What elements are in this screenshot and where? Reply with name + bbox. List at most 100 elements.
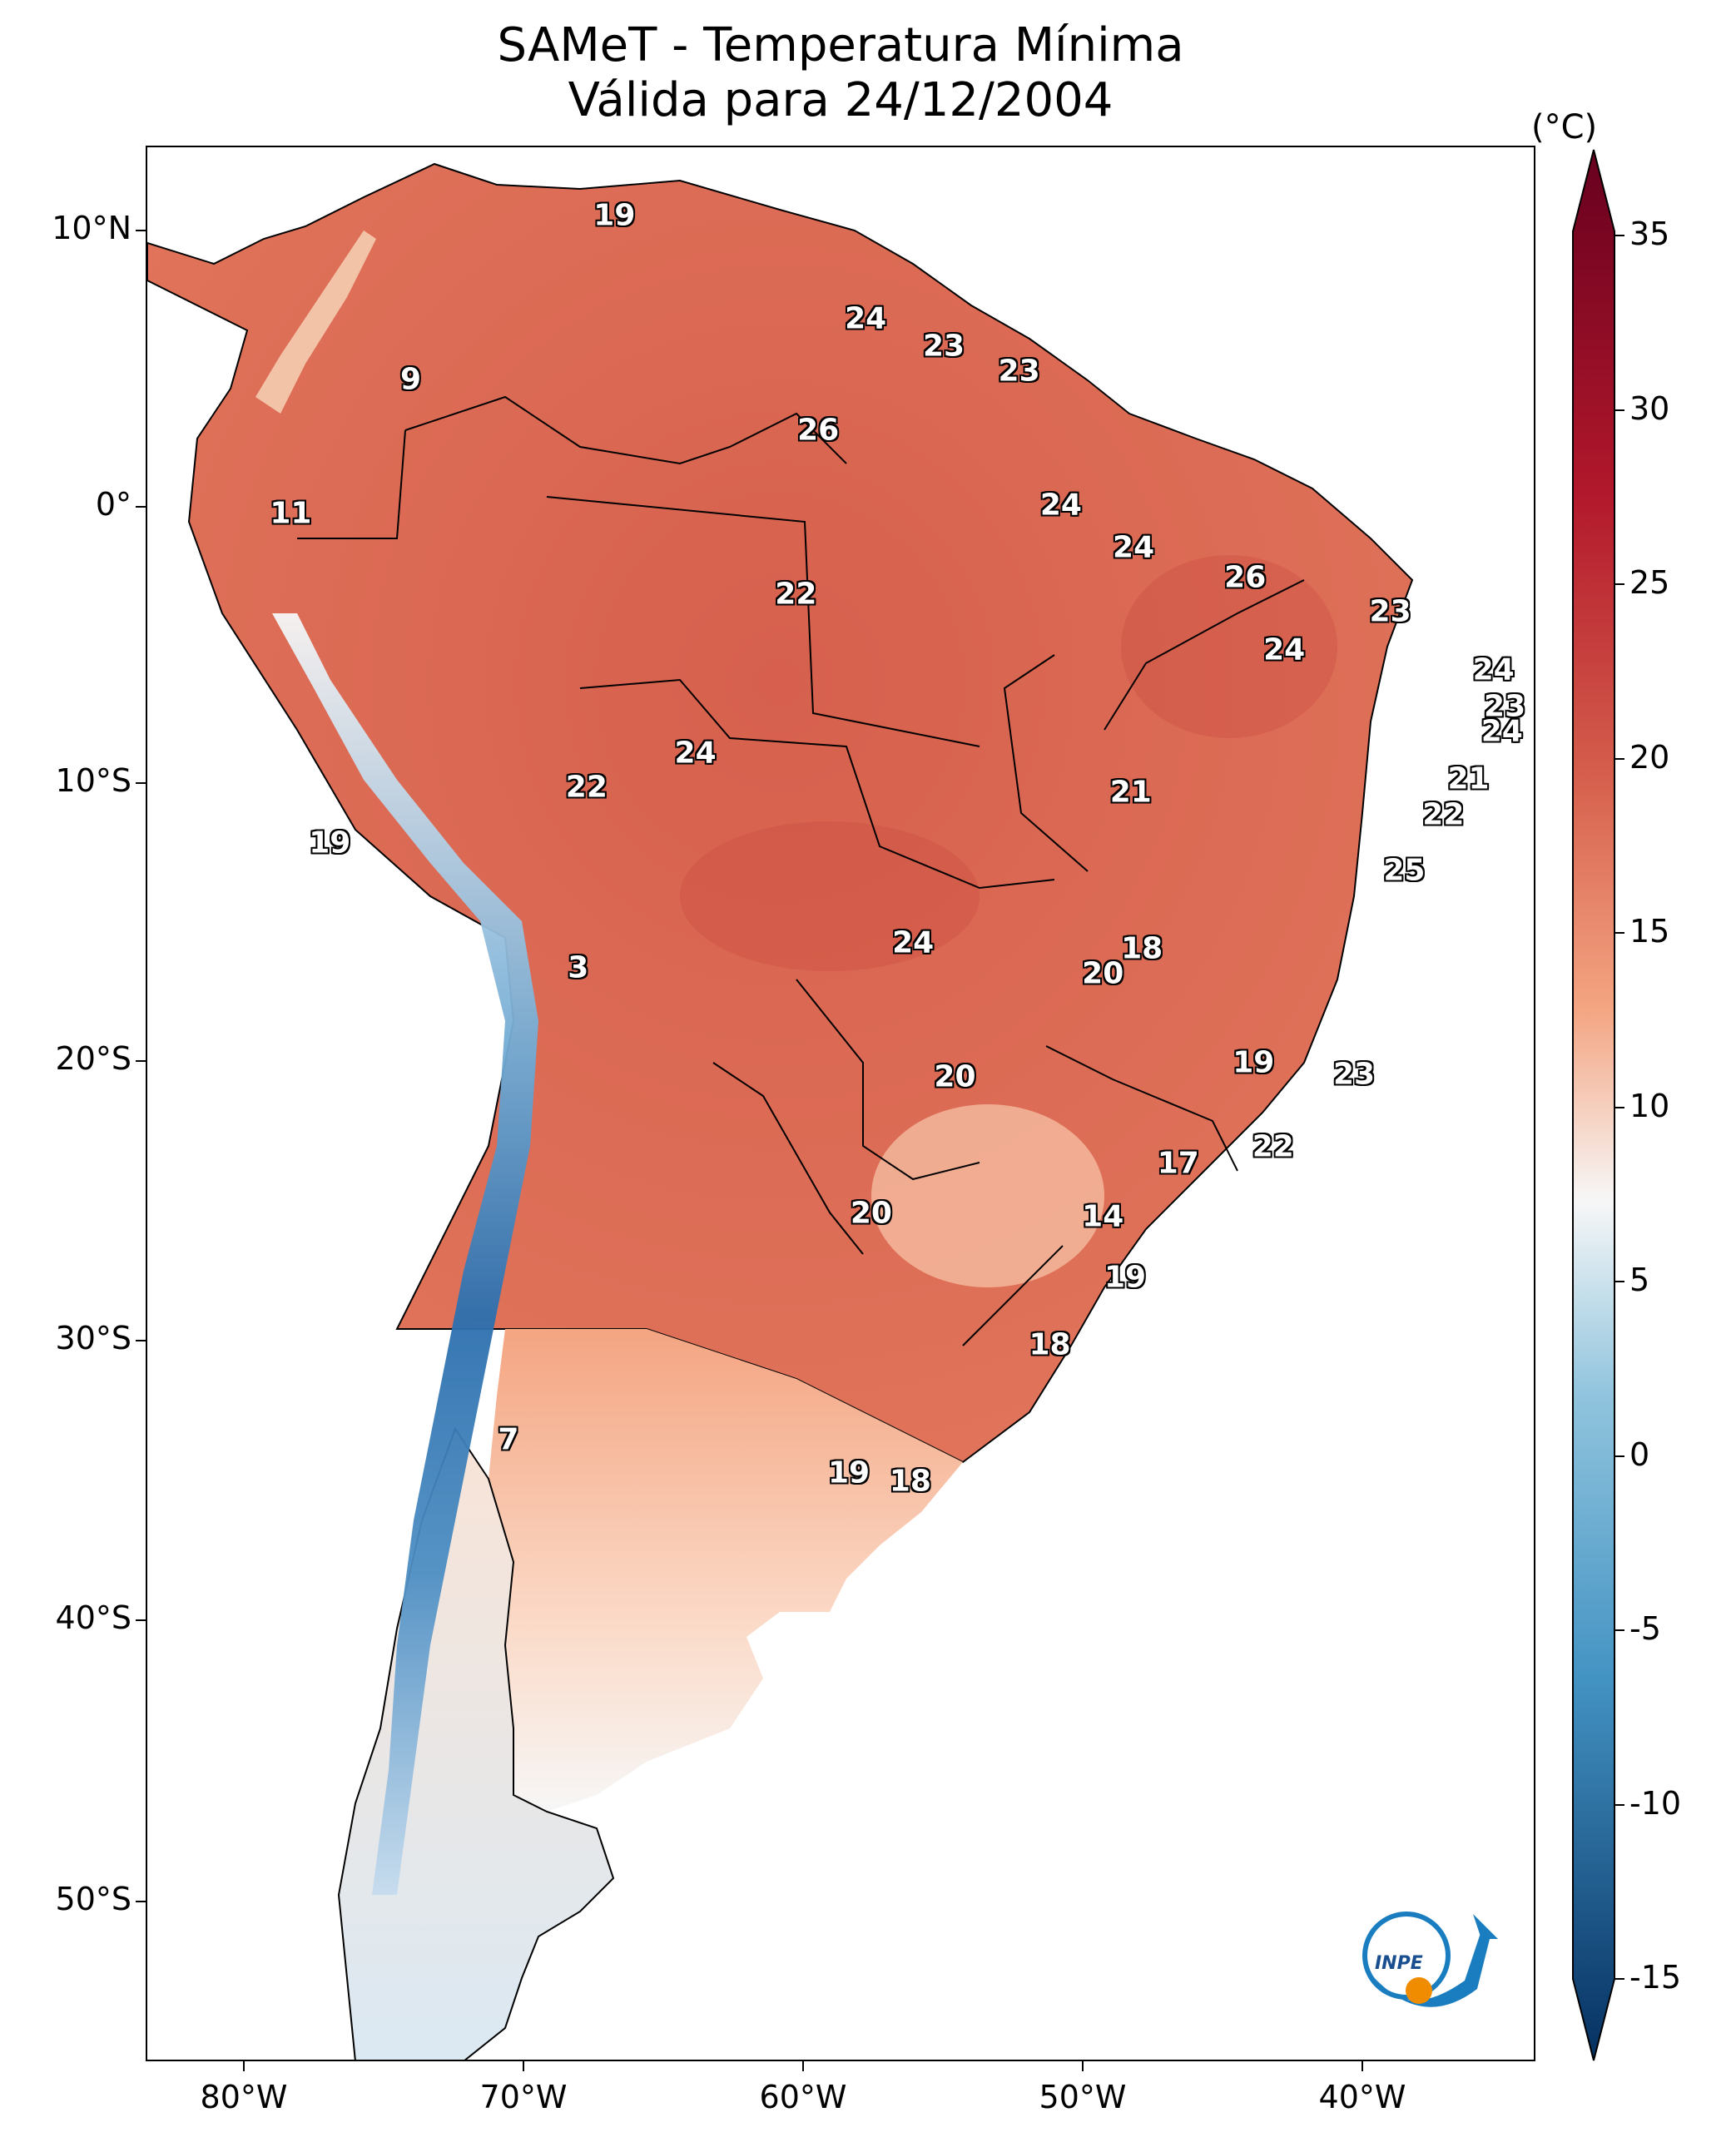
colorbar-tick-label: -5: [1629, 1610, 1661, 1647]
colorbar-tickmark: [1614, 1629, 1624, 1631]
lat-tickmark: [136, 506, 146, 508]
station-value-label: 19: [827, 1455, 870, 1490]
title-line-2: Válida para 24/12/2004: [568, 73, 1114, 127]
lon-tick-label: 50°W: [1039, 2079, 1127, 2115]
station-value-label: 9: [400, 362, 422, 397]
lat-tick-label: 20°S: [55, 1040, 131, 1077]
colorbar-tick-label: 0: [1629, 1435, 1650, 1473]
continent-north: [147, 162, 1414, 1464]
map-title: SAMeT - Temperatura Mínima Válida para 2…: [146, 18, 1535, 128]
colorbar-bar: [1572, 149, 1615, 2061]
station-value-label: 19: [593, 198, 636, 233]
colorbar-tickmark: [1614, 1978, 1624, 1980]
station-value-label: 22: [565, 770, 608, 805]
lon-tick-label: 60°W: [759, 2079, 847, 2115]
colorbar-tick-label: 20: [1629, 738, 1670, 776]
lat-tickmark: [136, 782, 146, 784]
colorbar-tick-label: 25: [1629, 564, 1670, 601]
colorbar-tickmark: [1614, 409, 1624, 411]
station-value-label: 23: [1369, 594, 1411, 629]
colorbar-tick-label: -10: [1629, 1784, 1682, 1822]
lon-tickmark: [1362, 2061, 1363, 2071]
lat-tickmark: [136, 1060, 146, 1062]
station-value-label: 14: [1082, 1199, 1124, 1234]
station-value-label: 20: [1082, 956, 1124, 991]
station-value-label: 24: [892, 925, 935, 960]
lon-tick-label: 70°W: [479, 2079, 568, 2115]
north-andes-strip: [255, 231, 376, 414]
station-value-label: 19: [1104, 1260, 1147, 1295]
colorbar: [1572, 149, 1615, 2061]
station-value-label: 22: [1252, 1129, 1294, 1164]
station-value-label: 26: [797, 413, 840, 448]
station-value-label: 18: [889, 1464, 931, 1499]
lat-tickmark: [136, 1340, 146, 1341]
lat-tick-label: 0°: [95, 486, 131, 523]
colorbar-tick-label: 10: [1629, 1087, 1670, 1124]
lon-tickmark: [243, 2061, 245, 2071]
station-value-label: 24: [1481, 714, 1523, 749]
title-line-1: SAMeT - Temperatura Mínima: [497, 18, 1184, 72]
lat-tick-label: 40°S: [55, 1599, 131, 1636]
colorbar-tick-label: 15: [1629, 913, 1670, 950]
station-value-label: 26: [1224, 560, 1267, 595]
temperature-map: [147, 162, 1414, 2060]
station-value-label: 18: [1029, 1327, 1071, 1362]
station-value-label: 23: [1484, 689, 1526, 723]
lat-tick-label: 10°N: [52, 210, 131, 246]
station-value-label: 24: [1039, 488, 1082, 523]
lat-tickmark: [136, 1901, 146, 1902]
northeast-warm-spot: [1121, 555, 1337, 738]
colorbar-tick-label: 30: [1629, 389, 1670, 427]
country-borders: [297, 395, 1305, 1346]
lon-tick-label: 40°W: [1318, 2079, 1406, 2115]
colorbar-unit: (°C): [1531, 108, 1598, 146]
station-value-label: 23: [998, 354, 1040, 389]
colorbar-tickmark: [1614, 1281, 1624, 1282]
station-value-label: 20: [850, 1196, 892, 1231]
station-value-label: 3: [568, 950, 589, 985]
continent-central-south: [489, 1329, 963, 1812]
station-value-label: 25: [1383, 853, 1426, 888]
station-value-label: 11: [270, 496, 312, 531]
lon-tick-label: 80°W: [200, 2079, 288, 2115]
station-value-label: 20: [934, 1059, 976, 1094]
station-value-label: 7: [498, 1422, 519, 1457]
central-warm-spot: [680, 821, 980, 971]
inpe-logo: INPE: [1362, 1912, 1498, 2007]
colorbar-tick-label: 5: [1629, 1262, 1650, 1298]
station-value-label: 23: [1332, 1057, 1376, 1092]
lat-tick-label: 30°S: [55, 1320, 131, 1356]
southeast-mild-area: [871, 1104, 1104, 1287]
colorbar-tickmark: [1614, 1455, 1624, 1457]
lat-tick-label: 50°S: [55, 1881, 131, 1917]
colorbar-tickmark: [1614, 583, 1624, 585]
station-value-label: 24: [1263, 632, 1306, 667]
station-value-label: 18: [1121, 931, 1163, 966]
station-value-label: 22: [775, 577, 817, 612]
lon-tickmark: [802, 2061, 804, 2071]
station-value-label: 24: [1113, 530, 1155, 564]
colorbar-tickmark: [1614, 757, 1624, 760]
station-value-label: 22: [1422, 797, 1465, 832]
station-value-label: 24: [674, 736, 717, 771]
lon-tickmark: [1082, 2061, 1084, 2071]
lon-tickmark: [523, 2061, 524, 2071]
station-value-label: 17: [1157, 1146, 1199, 1181]
colorbar-tickmark: [1614, 1106, 1624, 1108]
station-value-label: 19: [309, 826, 351, 860]
colorbar-tickmark: [1614, 1803, 1624, 1806]
station-value-label: 21: [1109, 775, 1152, 810]
station-value-label: 24: [845, 301, 887, 336]
colorbar-tickmark: [1614, 932, 1624, 934]
station-value-label: 21: [1447, 761, 1490, 796]
station-value-label: 24: [1472, 652, 1515, 687]
lat-tickmark: [136, 1619, 146, 1621]
lat-tick-label: 10°S: [55, 762, 131, 799]
colorbar-tick-label: 35: [1629, 216, 1670, 252]
logo-text: INPE: [1375, 1953, 1423, 1974]
andes-cold-belt: [272, 613, 538, 1895]
map-panel: [146, 146, 1535, 2061]
station-value-label: 23: [923, 329, 965, 364]
colorbar-tick-label: -15: [1629, 1959, 1682, 1996]
